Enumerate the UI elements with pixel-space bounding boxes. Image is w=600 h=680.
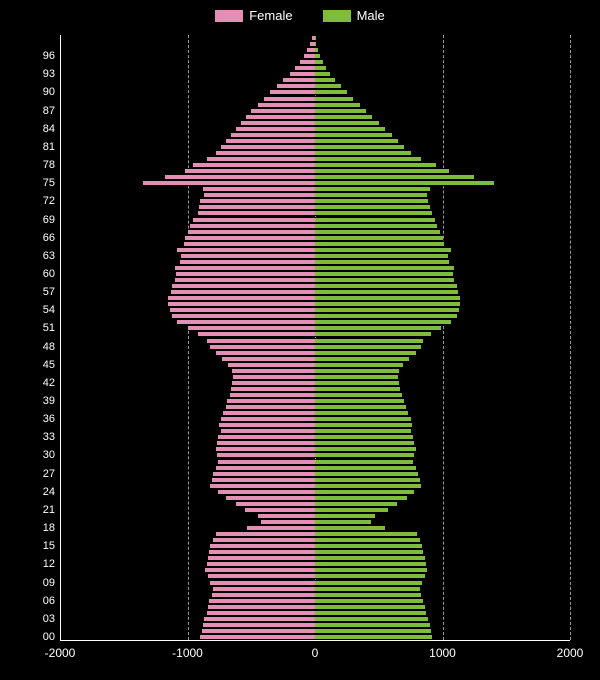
- y-tick-label: 69: [25, 214, 55, 226]
- x-tick-label: 2000: [557, 646, 584, 660]
- y-tick-label: 60: [25, 268, 55, 280]
- y-tick-label: 51: [25, 322, 55, 334]
- y-tick-label: 27: [25, 468, 55, 480]
- y-tick-label: 15: [25, 540, 55, 552]
- legend-item-male: Male: [323, 8, 385, 23]
- legend-label-male: Male: [357, 8, 385, 23]
- y-tick-label: 90: [25, 86, 55, 98]
- y-tick-label: 84: [25, 123, 55, 135]
- y-tick-label: 24: [25, 486, 55, 498]
- y-tick-label: 12: [25, 558, 55, 570]
- grid-line: [570, 35, 571, 640]
- y-tick-label: 78: [25, 159, 55, 171]
- y-tick-label: 93: [25, 68, 55, 80]
- x-tick-label: -2000: [45, 646, 76, 660]
- x-tick-label: -1000: [172, 646, 203, 660]
- x-axis-line: [60, 640, 570, 641]
- plot-area: [60, 35, 570, 640]
- legend-item-female: Female: [215, 8, 292, 23]
- bar-male: [315, 634, 432, 640]
- y-tick-label: 42: [25, 377, 55, 389]
- y-tick-label: 18: [25, 522, 55, 534]
- y-tick-label: 33: [25, 431, 55, 443]
- y-tick-label: 03: [25, 613, 55, 625]
- legend-swatch-female: [215, 10, 243, 22]
- x-tick-label: 1000: [429, 646, 456, 660]
- population-pyramid-chart: Female Male: [0, 0, 600, 680]
- y-tick-label: 81: [25, 141, 55, 153]
- y-tick-label: 96: [25, 50, 55, 62]
- bar-row: [60, 634, 570, 640]
- y-tick-label: 72: [25, 195, 55, 207]
- legend-swatch-male: [323, 10, 351, 22]
- y-tick-label: 54: [25, 304, 55, 316]
- y-tick-label: 30: [25, 449, 55, 461]
- x-tick-label: 0: [312, 646, 319, 660]
- y-tick-label: 36: [25, 413, 55, 425]
- bar-female: [200, 634, 315, 640]
- y-tick-label: 63: [25, 250, 55, 262]
- y-tick-label: 87: [25, 105, 55, 117]
- legend-label-female: Female: [249, 8, 292, 23]
- y-tick-label: 00: [25, 631, 55, 643]
- legend: Female Male: [0, 0, 600, 23]
- y-tick-label: 39: [25, 395, 55, 407]
- y-tick-label: 48: [25, 341, 55, 353]
- y-tick-label: 57: [25, 286, 55, 298]
- y-tick-label: 21: [25, 504, 55, 516]
- y-tick-label: 06: [25, 595, 55, 607]
- y-tick-label: 66: [25, 232, 55, 244]
- y-tick-label: 45: [25, 359, 55, 371]
- y-tick-label: 75: [25, 177, 55, 189]
- y-tick-label: 09: [25, 577, 55, 589]
